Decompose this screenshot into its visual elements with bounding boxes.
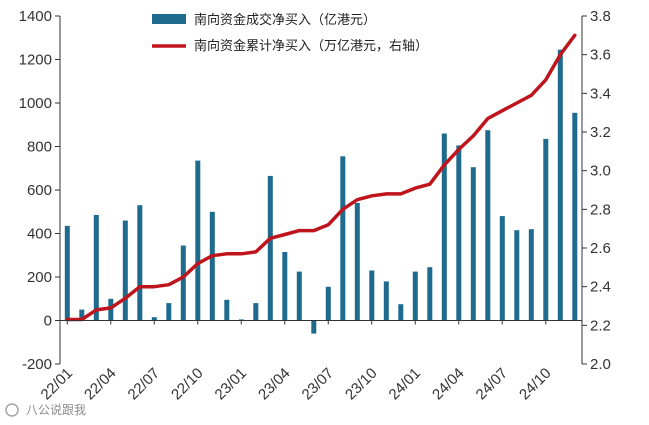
right-tick-label: 2.4 [590,279,611,296]
legend-bar-label: 南向资金成交净买入（亿港元） [194,12,376,28]
right-tick-label: 3.8 [590,8,611,25]
x-tick-label: 24/01 [386,365,425,404]
bar [108,298,114,321]
bar [122,220,128,321]
left-tick-label: 800 [27,139,52,156]
bar [325,286,331,321]
x-tick-label: 22/04 [81,365,120,404]
left-tick-label: 600 [27,182,52,199]
bar [427,267,433,321]
left-tick-label: 200 [27,269,52,286]
left-tick-label: -200 [22,356,52,373]
right-tick-label: 3.2 [590,124,611,141]
bar [238,319,244,321]
right-tick-label: 3.4 [590,85,611,102]
bar [311,320,317,334]
bar [412,271,418,321]
line-series [65,33,577,322]
right-tick-label: 3.0 [590,163,611,180]
bar [79,309,85,321]
bar [369,270,375,321]
bar [180,245,186,321]
bar [354,203,360,321]
left-tick-label: 400 [27,226,52,243]
right-tick-label: 2.0 [590,356,611,373]
x-tick-label: 23/04 [255,365,294,404]
axes: -200 0 200 400 600 800 1000 1200 1400 2.0 2.2 2.4 2.… [19,8,611,403]
bar [209,211,215,321]
x-tick-label: 24/10 [516,365,555,404]
x-tick-label: 24/07 [473,365,512,404]
x-tick-label: 22/07 [125,365,164,404]
bar [398,304,404,321]
left-tick-label: 1000 [19,95,52,112]
legend-bar-swatch [152,14,186,24]
right-tick-label: 2.2 [590,317,611,334]
bar [383,281,389,321]
bar [499,216,505,321]
bar [441,133,447,321]
legend-line-label: 南向资金累计净买入（万亿港元，右轴） [194,38,428,54]
bar [296,271,302,321]
watermark-logo: 八公说跟我 [5,402,86,417]
bar [93,215,99,321]
bar [340,156,346,321]
x-tick-label: 23/07 [299,365,338,404]
bar [166,303,172,321]
x-tick-label: 22/10 [168,365,207,404]
x-tick-label: 23/01 [212,365,251,404]
logo-text: 八公说跟我 [26,402,86,417]
right-tick-label: 3.6 [590,47,611,64]
bar [485,130,491,321]
cumulative-line [65,33,577,322]
left-tick-label: 0 [44,313,52,330]
bar [456,145,462,321]
bar [514,230,520,321]
logo-icon [5,403,19,417]
bar [470,167,476,321]
bar [557,49,563,321]
bar-series [64,49,578,334]
bar [151,317,157,321]
legend: 南向资金成交净买入（亿港元） 南向资金累计净买入（万亿港元，右轴） [152,12,428,54]
bar [543,138,549,321]
left-tick-label: 1200 [19,52,52,69]
bar [282,252,288,321]
bar [64,225,70,321]
x-tick-label: 23/10 [342,365,381,404]
x-tick-label: 24/04 [429,365,468,404]
bar [528,229,534,321]
bar [267,175,273,321]
left-tick-label: 1400 [19,8,52,25]
bar [253,303,259,321]
bar [572,112,578,321]
bar [195,160,201,321]
right-tick-label: 2.6 [590,240,611,257]
bar [224,299,230,321]
bar [137,205,143,321]
right-tick-label: 2.8 [590,201,611,218]
